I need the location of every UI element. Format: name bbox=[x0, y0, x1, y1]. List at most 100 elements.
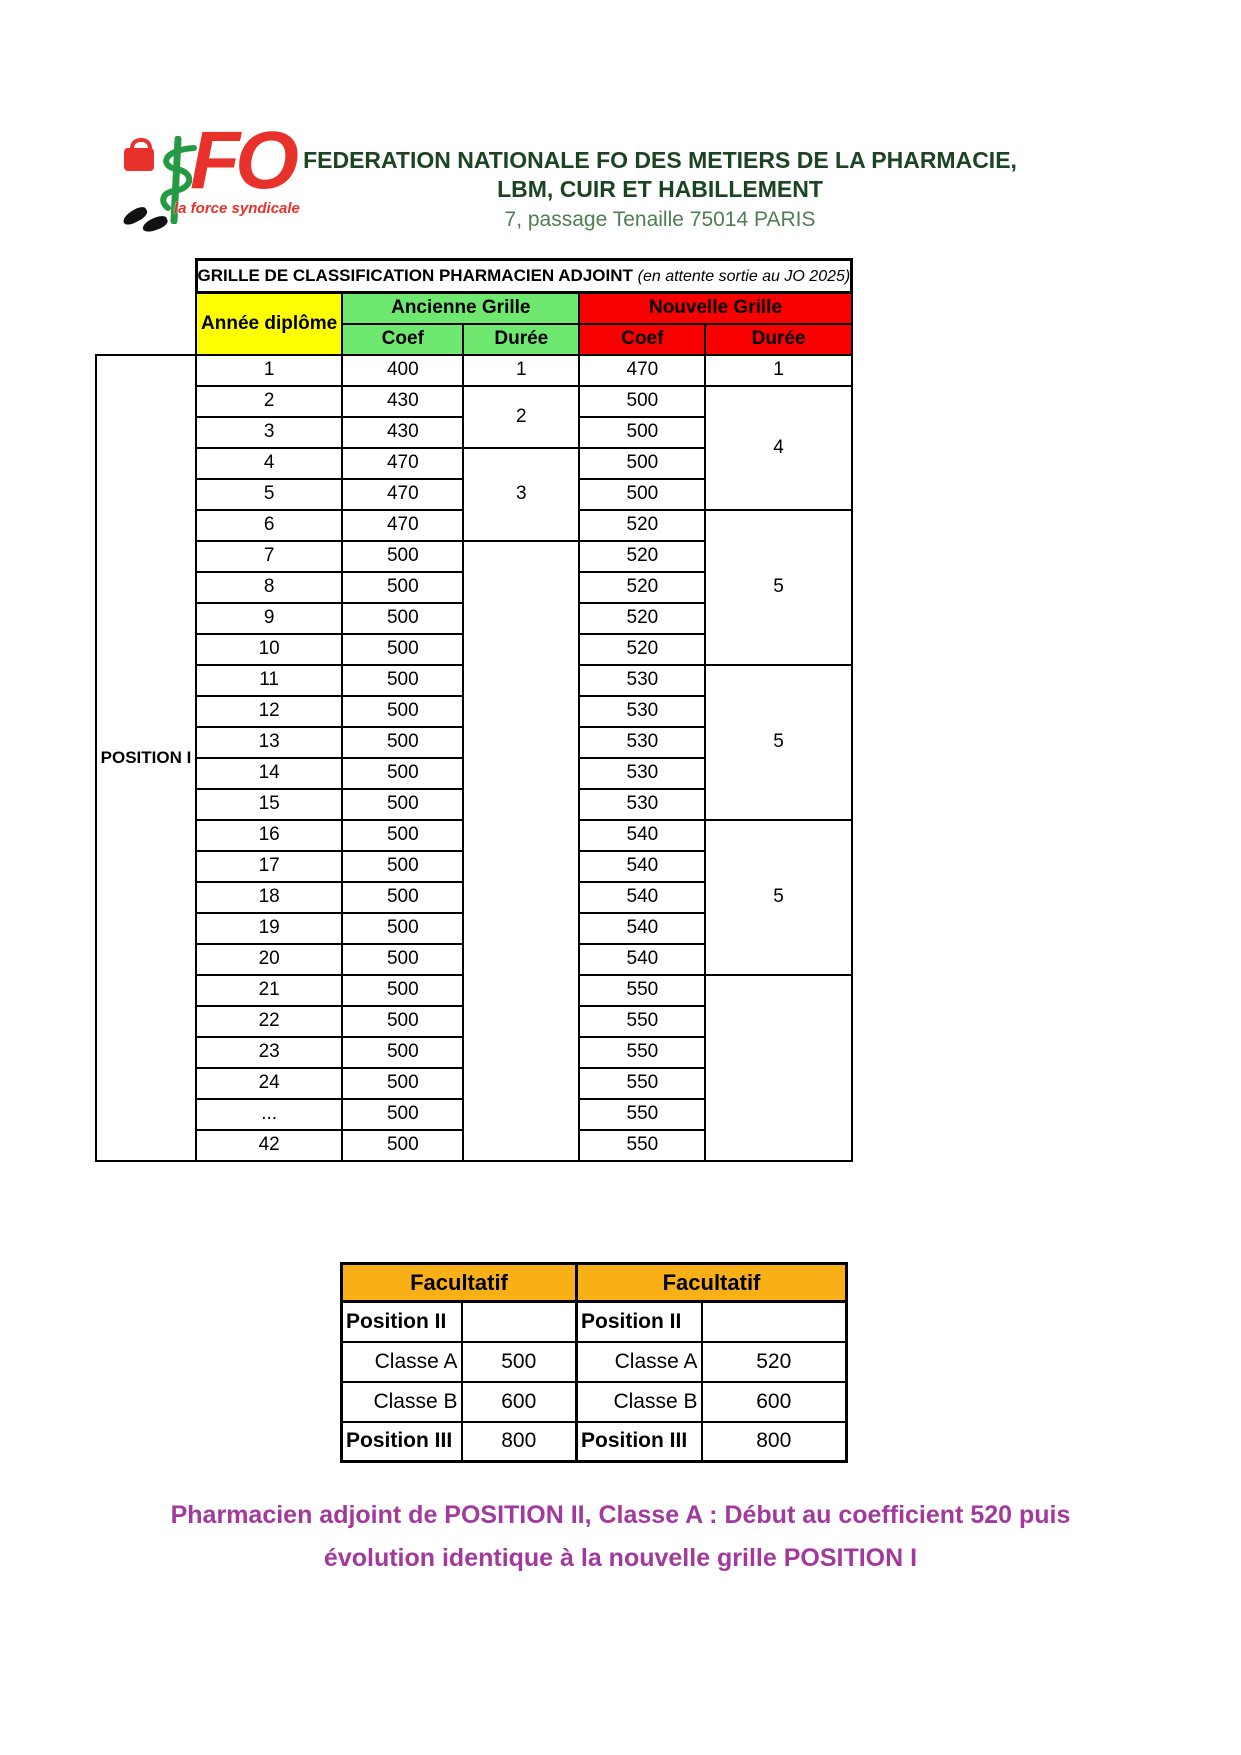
ancienne-coef-cell: 500 bbox=[341, 756, 465, 790]
ancienne-grille-header: Ancienne Grille bbox=[341, 291, 581, 325]
fo-logo-text: FO bbox=[190, 115, 299, 206]
spacer-cell bbox=[96, 260, 196, 293]
table-title-bold: GRILLE DE CLASSIFICATION PHARMACIEN ADJO… bbox=[197, 266, 633, 285]
nouvelle-coef-cell: 530 bbox=[578, 787, 707, 821]
federation-header: FEDERATION NATIONALE FO DES METIERS DE L… bbox=[255, 146, 1065, 233]
year-cell: 18 bbox=[194, 880, 344, 914]
nouvelle-coef-cell: 520 bbox=[578, 570, 707, 604]
classe-b-value-left: 600 bbox=[460, 1380, 578, 1423]
year-cell: 1 bbox=[194, 353, 344, 387]
year-cell: 21 bbox=[194, 973, 344, 1007]
grid-row: 11 500 530 5 bbox=[96, 663, 853, 821]
ancienne-coef-cell: 470 bbox=[341, 446, 465, 480]
position2-label-left: Position II bbox=[340, 1300, 463, 1343]
grid-row: 22 500 550 bbox=[96, 1004, 852, 1038]
grid-row: 19 500 540 bbox=[96, 911, 852, 945]
classe-b-value-right: 600 bbox=[700, 1380, 848, 1423]
grid-row: 14 500 530 bbox=[96, 756, 852, 790]
classe-b-label-left: Classe B bbox=[340, 1380, 463, 1423]
year-cell: 7 bbox=[194, 539, 344, 573]
year-cell: 12 bbox=[194, 694, 344, 728]
grid-body: POSITION I 1 400 1 470 1 2 430 2 500 4 3 430 500 4 470 3… bbox=[95, 353, 853, 1162]
nouvelle-coef-cell: 530 bbox=[578, 663, 707, 697]
nouvelle-coef-cell: 520 bbox=[578, 508, 707, 542]
year-column-header: Année diplôme bbox=[194, 291, 344, 356]
ancienne-coef-cell: 500 bbox=[341, 1097, 465, 1131]
ancienne-coef-cell: 500 bbox=[341, 632, 465, 666]
ancienne-duree-cell bbox=[462, 539, 581, 1162]
table-header-row-1: Année diplôme Ancienne Grille Nouvelle G… bbox=[96, 291, 853, 356]
position2-label-right: Position II bbox=[575, 1300, 703, 1343]
table-title: GRILLE DE CLASSIFICATION PHARMACIEN ADJO… bbox=[194, 258, 854, 294]
nouvelle-duree-header: Durée bbox=[704, 322, 853, 356]
ancienne-coef-cell: 500 bbox=[341, 787, 465, 821]
ancienne-duree-cell: 2 bbox=[462, 384, 581, 449]
year-cell: 6 bbox=[194, 508, 344, 542]
classe-a-label-left: Classe A bbox=[340, 1340, 463, 1383]
nouvelle-coef-cell: 540 bbox=[578, 911, 707, 945]
classification-table: GRILLE DE CLASSIFICATION PHARMACIEN ADJO… bbox=[95, 258, 854, 1162]
nouvelle-coef-cell: 500 bbox=[578, 415, 707, 449]
year-cell: 22 bbox=[194, 1004, 344, 1038]
grid-row: 16 500 540 5 bbox=[96, 818, 853, 976]
nouvelle-coef-cell: 500 bbox=[578, 477, 707, 511]
ancienne-coef-cell: 500 bbox=[341, 663, 465, 697]
grid-row: ... 500 550 bbox=[96, 1097, 852, 1131]
ancienne-coef-cell: 500 bbox=[341, 880, 465, 914]
ancienne-duree-cell: 1 bbox=[462, 353, 581, 387]
grid-row: 12 500 530 bbox=[96, 694, 852, 728]
classe-b-row: Classe B 600 Classe B 600 bbox=[340, 1380, 848, 1423]
ancienne-coef-cell: 500 bbox=[341, 539, 465, 573]
position3-label-right: Position III bbox=[575, 1420, 703, 1463]
ancienne-coef-cell: 430 bbox=[341, 384, 465, 418]
nouvelle-coef-cell: 530 bbox=[578, 756, 707, 790]
year-cell: 4 bbox=[194, 446, 344, 480]
grid-row: 23 500 550 bbox=[96, 1035, 852, 1069]
grid-row: 42 500 550 bbox=[96, 1128, 852, 1162]
nouvelle-coef-cell: 520 bbox=[578, 632, 707, 666]
ancienne-coef-cell: 470 bbox=[341, 508, 465, 542]
table-title-row: GRILLE DE CLASSIFICATION PHARMACIEN ADJO… bbox=[96, 258, 854, 294]
ancienne-coef-cell: 500 bbox=[341, 1066, 465, 1100]
year-cell: 2 bbox=[194, 384, 344, 418]
table-title-italic: (en attente sortie au JO 2025) bbox=[637, 268, 851, 285]
nouvelle-duree-cell: 4 bbox=[704, 384, 853, 511]
year-cell: 42 bbox=[194, 1128, 344, 1162]
position2-value-left bbox=[460, 1300, 578, 1343]
nouvelle-coef-cell: 500 bbox=[578, 446, 707, 480]
nouvelle-duree-cell bbox=[704, 973, 853, 1162]
grid-row: 4 470 3 500 bbox=[96, 446, 852, 542]
grid-row: 7 500 520 bbox=[96, 539, 852, 1162]
facultatif-table: Facultatif Facultatif Position II Positi… bbox=[340, 1262, 848, 1463]
position2-row: Position II Position II bbox=[340, 1300, 848, 1343]
facultatif-header-left: Facultatif bbox=[340, 1262, 578, 1303]
nouvelle-grille-header: Nouvelle Grille bbox=[578, 291, 853, 325]
table-header-row-2: Coef Durée Coef Durée bbox=[96, 322, 853, 356]
footer-note: Pharmacien adjoint de POSITION II, Class… bbox=[0, 1494, 1241, 1580]
year-cell: 16 bbox=[194, 818, 344, 852]
year-cell: 14 bbox=[194, 756, 344, 790]
federation-address: 7, passage Tenaille 75014 PARIS bbox=[504, 208, 816, 231]
ancienne-coef-cell: 500 bbox=[341, 1128, 465, 1162]
year-cell: 13 bbox=[194, 725, 344, 759]
spacer-cell bbox=[96, 324, 196, 355]
position3-label-left: Position III bbox=[340, 1420, 463, 1463]
year-cell: 20 bbox=[194, 942, 344, 976]
logo-tagline: la force syndicale bbox=[174, 200, 300, 217]
ancienne-coef-cell: 500 bbox=[341, 818, 465, 852]
nouvelle-coef-cell: 520 bbox=[578, 601, 707, 635]
year-cell: 9 bbox=[194, 601, 344, 635]
grid-row: 9 500 520 bbox=[96, 601, 852, 635]
ancienne-coef-cell: 500 bbox=[341, 725, 465, 759]
nouvelle-coef-cell: 530 bbox=[578, 694, 707, 728]
year-cell: 3 bbox=[194, 415, 344, 449]
nouvelle-coef-cell: 550 bbox=[578, 1004, 707, 1038]
grid-row: 20 500 540 bbox=[96, 942, 852, 976]
classe-a-label-right: Classe A bbox=[575, 1340, 703, 1383]
position2-value-right bbox=[700, 1300, 848, 1343]
classe-b-label-right: Classe B bbox=[575, 1380, 703, 1423]
classe-a-value-right: 520 bbox=[700, 1340, 848, 1383]
federation-title-line2: LBM, CUIR ET HABILLEMENT bbox=[497, 176, 823, 202]
grid-row: 17 500 540 bbox=[96, 849, 852, 883]
